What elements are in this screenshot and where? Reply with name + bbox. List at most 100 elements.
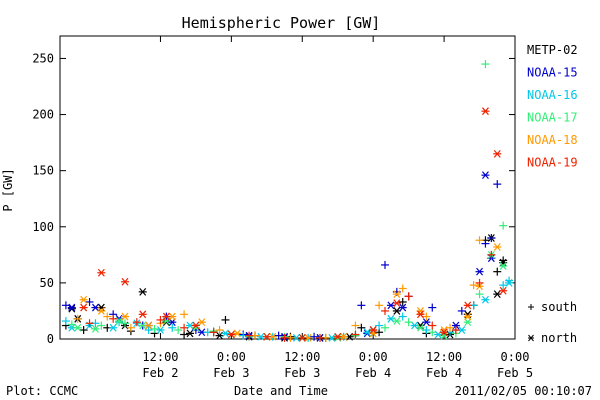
north-point <box>197 318 206 327</box>
south-point <box>357 323 366 332</box>
y-tick-label: 150 <box>32 164 54 178</box>
south-point <box>115 318 124 327</box>
north-point <box>109 323 118 332</box>
north-point <box>73 323 82 332</box>
south-point <box>404 318 413 327</box>
north-point <box>481 295 490 304</box>
south-point <box>457 306 466 315</box>
north-point <box>333 332 342 341</box>
south-point <box>475 278 484 287</box>
south-point <box>97 321 106 330</box>
marker-legend-symbol <box>528 304 534 310</box>
south-point <box>487 250 496 259</box>
south-point <box>381 260 389 269</box>
south-point <box>209 328 218 337</box>
south-point <box>274 331 283 340</box>
south-point <box>61 317 70 326</box>
north-point <box>392 317 401 325</box>
north-point <box>481 107 490 116</box>
north-point <box>475 267 484 276</box>
south-point <box>245 331 254 340</box>
x-tick-label-time: 12:00 <box>284 350 320 364</box>
legend-entry: NOAA-15 <box>527 66 578 80</box>
x-tick-label-date: Feb 3 <box>284 366 320 380</box>
y-tick-label: 100 <box>32 220 54 234</box>
south-point <box>398 312 407 321</box>
south-point <box>351 321 360 330</box>
south-point <box>422 312 431 321</box>
north-point <box>369 326 378 334</box>
south-point <box>132 318 141 327</box>
south-point <box>398 297 407 306</box>
south-point <box>221 315 230 324</box>
north-point <box>416 310 425 319</box>
y-axis: 0 50 100 150 200 250 <box>32 51 515 346</box>
south-point <box>499 281 508 290</box>
south-point <box>446 323 454 332</box>
south-point <box>428 303 437 312</box>
south-point <box>73 314 82 323</box>
south-point <box>85 297 94 306</box>
north-point <box>162 312 171 321</box>
x-tick-label-date: Feb 2 <box>142 366 178 380</box>
north-point <box>121 277 129 286</box>
footer-right: 2011/02/05 00:10:07 <box>455 384 592 398</box>
x-tick-label-time: 12:00 <box>426 350 462 364</box>
north-point <box>499 262 508 270</box>
north-point <box>463 301 472 310</box>
marker-legend: south north <box>528 300 577 345</box>
data-points <box>61 60 514 342</box>
south-point <box>180 330 189 339</box>
north-point <box>499 286 508 295</box>
south-point <box>487 234 496 242</box>
north-point <box>333 333 342 342</box>
south-point <box>85 319 94 328</box>
south-point <box>109 314 118 323</box>
north-point <box>392 307 401 315</box>
north-point <box>440 328 449 337</box>
south-point <box>381 306 389 315</box>
south-point <box>67 320 76 329</box>
south-point <box>375 328 384 337</box>
south-point <box>428 328 437 337</box>
x-tick-label-date: Feb 4 <box>355 366 391 380</box>
south-point <box>144 326 153 335</box>
north-point <box>79 303 88 312</box>
north-point <box>97 268 106 277</box>
north-point <box>463 312 472 321</box>
series-legend: METP-02 NOAA-15 NOAA-16 NOAA-17 NOAA-18 NOAA-… <box>527 43 578 170</box>
north-point <box>298 333 307 342</box>
north-point <box>422 318 431 327</box>
north-point <box>168 318 177 327</box>
north-point <box>121 312 129 321</box>
south-point <box>150 324 159 333</box>
marker-legend-label: north <box>541 331 577 345</box>
north-point <box>144 321 153 330</box>
south-point <box>121 319 129 328</box>
south-point <box>156 315 165 324</box>
north-point <box>416 323 425 332</box>
north-point <box>67 303 76 312</box>
north-point <box>67 304 76 313</box>
south-point <box>357 301 366 310</box>
x-axis-label: Date and Time <box>234 384 328 398</box>
south-point <box>79 326 88 335</box>
north-point <box>186 329 194 338</box>
footer-left: Plot: CCMC <box>6 384 78 398</box>
south-point <box>428 321 437 330</box>
north-point <box>156 326 165 334</box>
north-point <box>91 303 100 312</box>
south-point <box>316 333 324 342</box>
south-point <box>469 281 478 290</box>
north-point <box>262 332 271 341</box>
south-point <box>375 301 384 310</box>
x-tick-label-date: Feb 5 <box>497 366 533 380</box>
north-point <box>493 149 502 158</box>
south-point <box>451 326 460 335</box>
north-point <box>493 290 502 299</box>
south-point <box>126 323 135 332</box>
south-point <box>174 326 183 335</box>
x-axis: 12:00 Feb 2 0:00 Feb 3 12:00 Feb 3 0:00 Feb 4 12… <box>142 36 533 380</box>
x-tick-label-time: 0:00 <box>359 350 388 364</box>
